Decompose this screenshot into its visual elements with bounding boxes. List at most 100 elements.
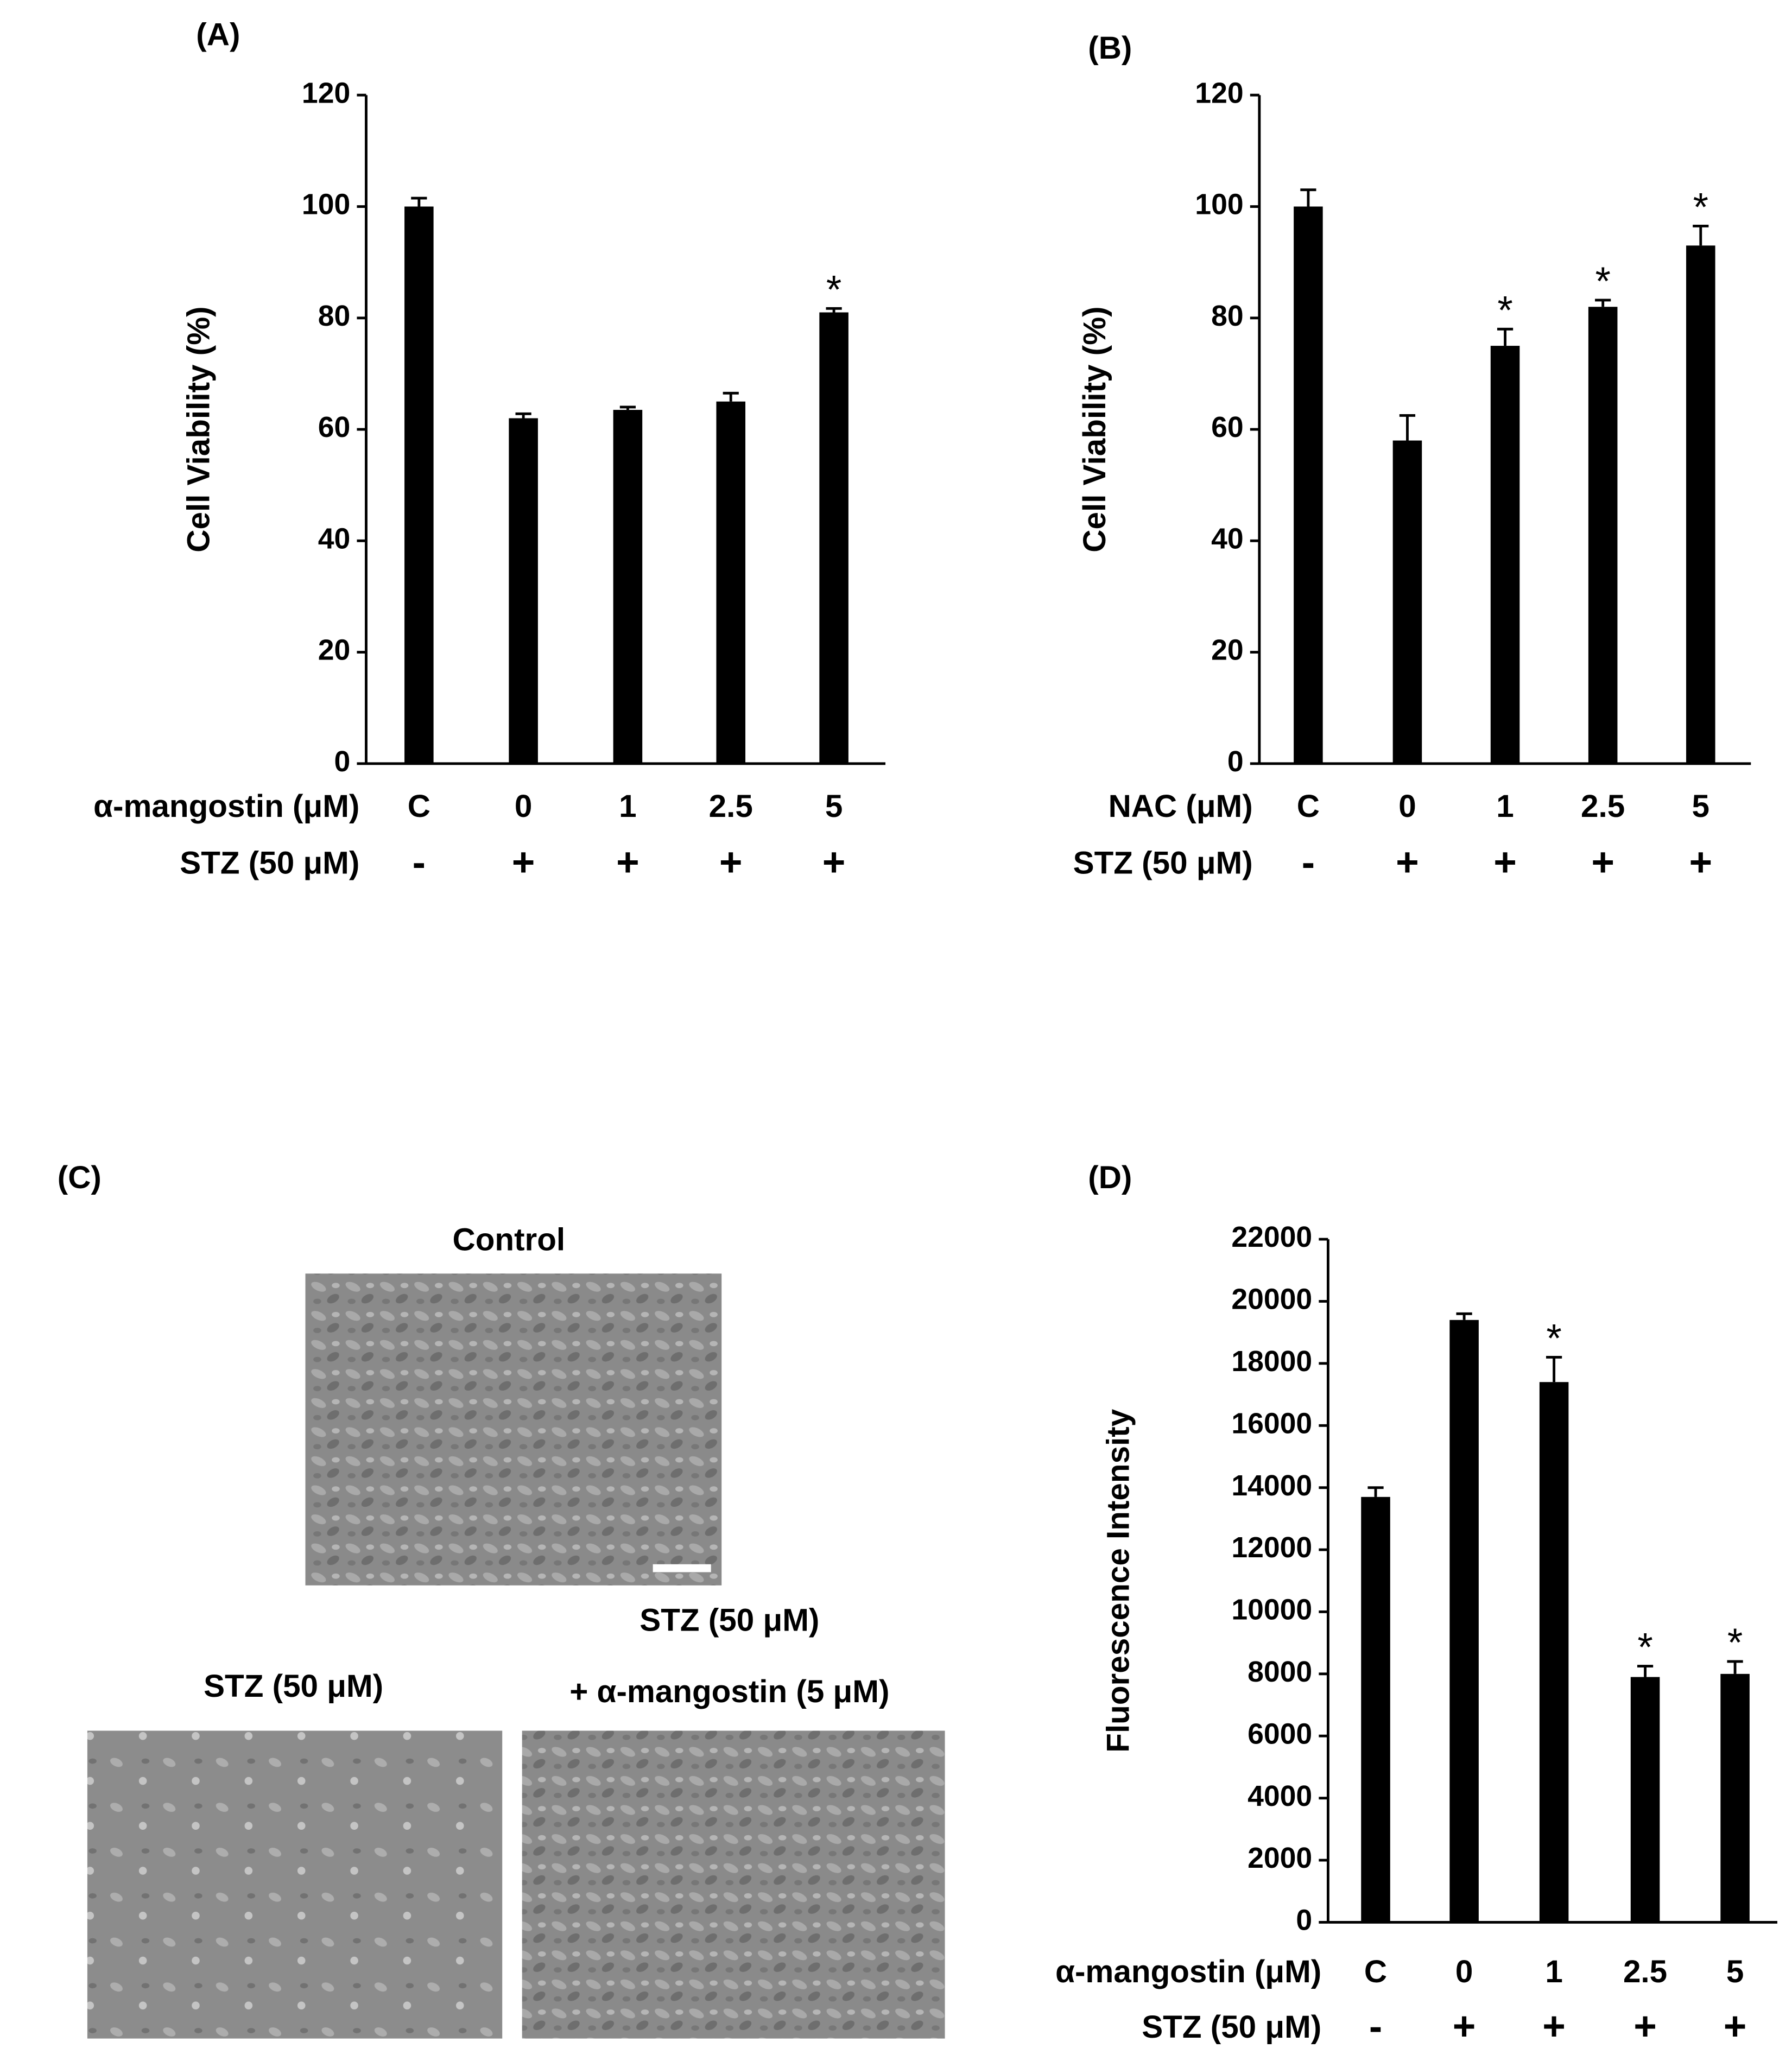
error-bar	[411, 196, 427, 207]
image-title: STZ (50 μM)	[204, 1669, 383, 1704]
scale-bar	[653, 1564, 711, 1572]
y-tick-label: 22000	[1231, 1221, 1312, 1253]
y-tick-label: 80	[1211, 300, 1244, 332]
significance: *	[1727, 1621, 1743, 1665]
bar	[404, 206, 434, 764]
x-label: α-mangostin (μM)	[93, 789, 359, 824]
bar	[1588, 307, 1618, 764]
x-tick-label: 5	[1726, 1954, 1744, 1989]
treatment: +	[1633, 2005, 1657, 2049]
y-axis-label: Fluorescence Intensity	[1101, 1409, 1136, 1752]
x-tick-label: 5	[825, 789, 843, 824]
micrograph	[522, 1730, 945, 2039]
x-tick-label: 2.5	[1623, 1954, 1667, 1989]
significance: *	[1637, 1626, 1652, 1670]
treatment: +	[1591, 841, 1614, 885]
bar	[1392, 440, 1422, 764]
x-tick-label: C	[1364, 1954, 1387, 1989]
treatment: +	[1453, 2005, 1476, 2049]
panel-label: (B)	[1088, 30, 1132, 66]
y-tick-label: 0	[1296, 1905, 1312, 1937]
x-tick-label: C	[408, 789, 430, 824]
error-bar	[619, 405, 636, 410]
error-bar	[1637, 1665, 1654, 1677]
x-tick-label: 0	[1398, 789, 1416, 824]
treatment-label: STZ (50 μM)	[180, 846, 359, 881]
x-tick-label: 1	[1545, 1954, 1562, 1989]
treatment: -	[413, 841, 426, 885]
bar	[716, 401, 746, 764]
bar	[509, 418, 538, 764]
y-tick-label: 14000	[1231, 1470, 1312, 1502]
image-title: Control	[453, 1222, 566, 1257]
y-tick-label: 2000	[1248, 1842, 1312, 1874]
error-bar	[826, 307, 842, 313]
x-tick-label: 5	[1692, 789, 1709, 824]
error-bar	[1300, 188, 1316, 207]
y-tick-label: 80	[318, 300, 351, 332]
y-tick-label: 100	[1195, 189, 1243, 221]
bar	[613, 410, 643, 764]
treatment: +	[1689, 841, 1712, 885]
bar	[1539, 1382, 1569, 1923]
y-tick-label: 6000	[1248, 1718, 1312, 1750]
y-tick-label: 40	[318, 523, 351, 555]
error-bar	[1456, 1312, 1472, 1320]
y-tick-label: 8000	[1248, 1656, 1312, 1688]
treatment: -	[1302, 841, 1315, 885]
bar	[1490, 346, 1520, 764]
y-tick-label: 60	[1211, 411, 1244, 443]
y-tick-label: 12000	[1231, 1532, 1312, 1564]
error-bar	[1693, 224, 1709, 246]
treatment: +	[512, 841, 535, 885]
significance: *	[1595, 259, 1610, 303]
treatment-label: STZ (50 μM)	[1073, 846, 1253, 881]
bar	[1630, 1677, 1660, 1923]
y-tick-label: 120	[302, 77, 350, 109]
bar	[1720, 1673, 1750, 1923]
x-tick-label: 1	[619, 789, 636, 824]
error-bar	[1727, 1660, 1743, 1674]
bar	[1449, 1320, 1479, 1923]
bar	[1686, 245, 1715, 764]
panel-label: (C)	[58, 1160, 102, 1195]
treatment: +	[1542, 2005, 1566, 2049]
error-bar	[1399, 414, 1416, 441]
x-tick-label: 2.5	[1581, 789, 1625, 824]
y-tick-label: 4000	[1248, 1780, 1312, 1812]
y-tick-label: 40	[1211, 523, 1244, 555]
image-title: STZ (50 μM)	[639, 1602, 819, 1638]
treatment: +	[719, 841, 743, 885]
x-label: α-mangostin (μM)	[1055, 1954, 1321, 1989]
error-bar	[1546, 1355, 1562, 1383]
y-axis-label: Cell Viability (%)	[181, 306, 217, 552]
micrograph	[305, 1273, 722, 1586]
error-bar	[723, 391, 739, 402]
x-label: NAC (μM)	[1109, 789, 1253, 824]
y-tick-label: 20000	[1231, 1284, 1312, 1316]
y-tick-label: 0	[1227, 746, 1244, 778]
bar	[1294, 206, 1323, 764]
significance: *	[1546, 1316, 1561, 1360]
error-bar	[1595, 299, 1611, 307]
y-tick-label: 100	[302, 189, 350, 221]
x-tick-label: C	[1297, 789, 1320, 824]
treatment: +	[616, 841, 639, 885]
significance: *	[826, 268, 841, 312]
panel-label: (A)	[196, 17, 240, 53]
y-axis-label: Cell Viability (%)	[1077, 306, 1112, 552]
significance: *	[1497, 288, 1512, 332]
y-tick-label: 20	[318, 635, 351, 667]
x-tick-label: 2.5	[709, 789, 753, 824]
treatment: +	[1724, 2005, 1747, 2049]
y-tick-label: 0	[334, 746, 350, 778]
y-tick-label: 120	[1195, 77, 1243, 109]
treatment: -	[1369, 2005, 1382, 2049]
y-tick-label: 60	[318, 411, 351, 443]
error-bar	[1497, 327, 1514, 346]
treatment: +	[1493, 841, 1517, 885]
micrograph	[87, 1730, 503, 2039]
y-tick-label: 10000	[1231, 1594, 1312, 1626]
y-tick-label: 18000	[1231, 1346, 1312, 1378]
